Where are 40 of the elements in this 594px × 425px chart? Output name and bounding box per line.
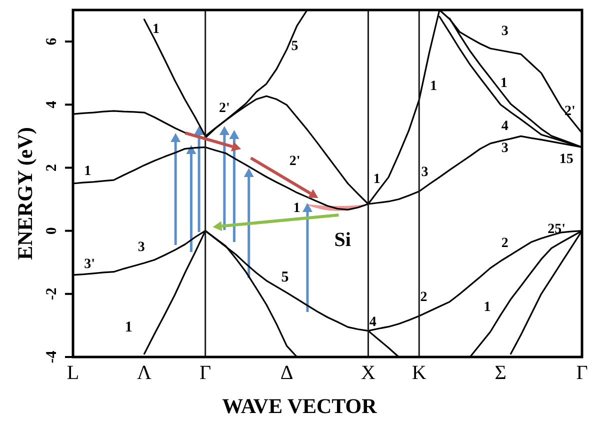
annotation: 25' [548,222,566,237]
x-tick-label: L [66,362,80,384]
annotation: 2' [289,154,300,169]
x-tick-label: K [412,362,427,384]
annotation: 15 [559,152,574,167]
annotation: 3 [501,24,508,39]
x-tick-label: X [360,362,376,384]
annotation: 1 [373,172,380,187]
x-tick-label: Γ [200,362,212,384]
annotation: 1 [293,200,300,216]
annotation: 5 [291,38,298,54]
x-tick-label: Γ [576,362,588,384]
annotation: 1 [124,319,132,336]
y-tick-label: -4 [44,350,60,364]
y-tick-label: 4 [44,100,60,108]
annotation: 5 [281,269,289,286]
annotation: 2 [420,290,428,305]
annotation: 3 [421,164,428,180]
y-tick-label: 6 [44,37,60,46]
annotation: 1 [430,78,437,94]
annotation: 1 [500,76,508,91]
x-tick-label: Δ [280,362,294,384]
x-tick-label: Σ [494,362,506,384]
annotation: 3' [84,256,96,272]
annotation: 1 [84,164,92,179]
y-axis-title: ENERGY (eV) [13,127,37,260]
x-tick-label: Λ [137,362,152,384]
annotation: 2' [218,100,230,116]
annotation: 3 [138,240,145,255]
y-tick-label: 0 [44,227,60,235]
annotation: 1 [484,300,491,315]
annotation: 1 [152,22,160,37]
annotation: 2 [501,236,508,251]
annotation: 4 [501,118,508,134]
annotation: 3 [501,140,508,156]
x-axis-title: WAVE VECTOR [222,394,378,418]
annotation: Si [334,229,352,251]
y-tick-label: 2 [44,164,60,172]
annotation: 4 [369,314,376,330]
y-tick-label: -2 [44,288,60,300]
